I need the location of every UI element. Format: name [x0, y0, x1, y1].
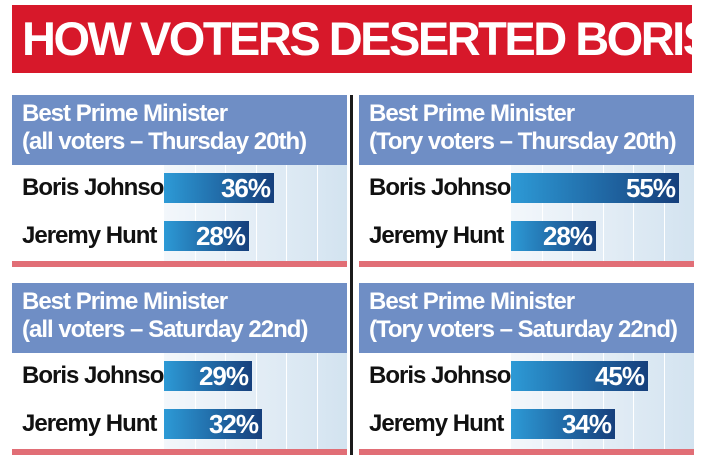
data-label: 55% — [625, 173, 676, 203]
bar: 29% — [164, 361, 252, 391]
gridline — [317, 353, 318, 449]
chart-title: Best Prime Minister — [22, 100, 228, 127]
gridline — [633, 353, 634, 449]
panel-header: Best Prime Minister (Tory voters – Saturd… — [359, 283, 694, 353]
category-label: Boris Johnson — [369, 362, 525, 389]
chart-title: Best Prime Minister — [369, 100, 575, 127]
gridline — [542, 353, 543, 449]
category-label: Jeremy Hunt — [369, 410, 504, 437]
category-label: Boris Johnson — [369, 174, 525, 201]
gridline — [256, 353, 257, 449]
category-label: Boris Johnson — [22, 174, 178, 201]
panel-header: Best Prime Minister (Tory voters – Thursd… — [359, 95, 694, 165]
chart-title: Best Prime Minister — [369, 288, 575, 315]
chart-title: Best Prime Minister — [22, 288, 228, 315]
chart-subtitle: (Tory voters – Saturday 22nd) — [369, 316, 678, 343]
chart-subtitle: (Tory voters – Thursday 20th) — [369, 128, 677, 155]
gridline — [664, 353, 665, 449]
gridline — [286, 165, 287, 261]
gridline — [664, 165, 665, 261]
chart-panel: Best Prime Minister (all voters – Thursda… — [12, 95, 347, 267]
panel-header: Best Prime Minister (all voters – Thursda… — [12, 95, 347, 165]
bottom-rule — [359, 261, 694, 267]
gridline — [195, 165, 196, 261]
bar: 28% — [164, 221, 249, 251]
bar: 32% — [164, 409, 262, 439]
chart-panel: Best Prime Minister (all voters – Saturda… — [12, 283, 347, 455]
bar: 36% — [164, 173, 274, 203]
data-label: 32% — [208, 409, 259, 439]
bottom-rule — [12, 449, 347, 455]
gridline — [225, 165, 226, 261]
chart-subtitle: (all voters – Saturday 22nd) — [22, 316, 308, 343]
gridline — [286, 353, 287, 449]
data-label: 28% — [542, 221, 593, 251]
plot-area: Boris Johnson 55% Jeremy Hunt 28% — [359, 165, 694, 267]
headline: HOW VOTERS DESERTED BORIS — [12, 5, 692, 73]
bottom-rule — [359, 449, 694, 455]
gridline — [542, 165, 543, 261]
bar: 28% — [511, 221, 596, 251]
data-label: 36% — [220, 173, 271, 203]
plot-area: Boris Johnson 45% Jeremy Hunt 34% — [359, 353, 694, 455]
bar: 55% — [511, 173, 679, 203]
panel-header: Best Prime Minister (all voters – Saturda… — [12, 283, 347, 353]
bar: 34% — [511, 409, 615, 439]
gridline — [317, 165, 318, 261]
bottom-rule — [12, 261, 347, 267]
chart-panel: Best Prime Minister (Tory voters – Thursd… — [359, 95, 694, 267]
gridline — [256, 165, 257, 261]
category-label: Jeremy Hunt — [22, 222, 157, 249]
gridline — [572, 165, 573, 261]
category-label: Jeremy Hunt — [22, 410, 157, 437]
data-label: 29% — [198, 361, 249, 391]
data-label: 45% — [594, 361, 645, 391]
plot-area: Boris Johnson 29% Jeremy Hunt 32% — [12, 353, 347, 455]
gridline — [195, 353, 196, 449]
category-label: Boris Johnson — [22, 362, 178, 389]
column-divider — [350, 95, 353, 455]
gridline — [572, 353, 573, 449]
plot-area: Boris Johnson 36% Jeremy Hunt 28% — [12, 165, 347, 267]
chart-panel: Best Prime Minister (Tory voters – Saturd… — [359, 283, 694, 455]
chart-subtitle: (all voters – Thursday 20th) — [22, 128, 307, 155]
data-label: 34% — [561, 409, 612, 439]
gridline — [603, 353, 604, 449]
gridline — [225, 353, 226, 449]
data-label: 28% — [195, 221, 246, 251]
category-label: Jeremy Hunt — [369, 222, 504, 249]
bar: 45% — [511, 361, 648, 391]
gridline — [603, 165, 604, 261]
gridline — [633, 165, 634, 261]
